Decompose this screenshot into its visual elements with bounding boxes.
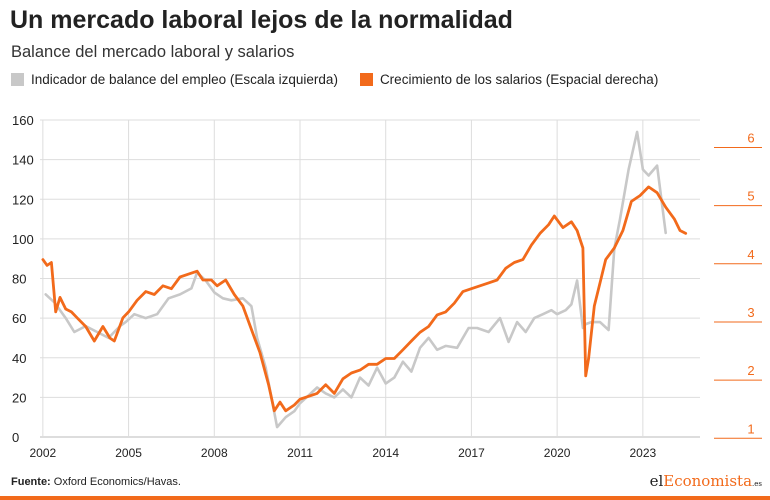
y-right-tick-label: 5 bbox=[747, 189, 754, 204]
logo-text-el: el bbox=[649, 472, 664, 490]
y-right-tick-label: 1 bbox=[747, 421, 754, 436]
legend-label-employment: Indicador de balance del empleo (Escala … bbox=[31, 72, 338, 87]
y-right-tick-label: 6 bbox=[747, 130, 754, 145]
y-left-tick-label: 160 bbox=[12, 113, 34, 128]
legend-swatch-orange bbox=[359, 73, 373, 86]
source-text: Oxford Economics/Havas. bbox=[50, 476, 181, 488]
y-left-tick-label: 120 bbox=[12, 192, 34, 207]
chart-subtitle: Balance del mercado laboral y salarios bbox=[11, 43, 295, 61]
series-line-employment bbox=[44, 130, 668, 429]
source-note: Fuente: Oxford Economics/Havas. bbox=[11, 476, 181, 488]
y-left-tick-label: 40 bbox=[12, 351, 26, 366]
series-lines bbox=[41, 130, 688, 429]
legend-swatch-gray bbox=[11, 73, 24, 86]
y-left-tick-label: 80 bbox=[12, 272, 26, 287]
chart-title: Un mercado laboral lejos de la normalida… bbox=[10, 6, 513, 34]
y-left-tick-label: 0 bbox=[12, 430, 19, 445]
x-tick-label: 2020 bbox=[544, 446, 571, 460]
y-right-tick-label: 3 bbox=[747, 305, 754, 320]
y-left-tick-label: 100 bbox=[12, 232, 34, 247]
legend-item-wages: Crecimiento de los salarios (Espacial de… bbox=[359, 72, 659, 87]
legend-item-employment: Indicador de balance del empleo (Escala … bbox=[11, 72, 338, 87]
x-tick-label: 2017 bbox=[458, 446, 485, 460]
legend: Indicador de balance del empleo (Escala … bbox=[11, 72, 680, 87]
y-left-tick-label: 60 bbox=[12, 311, 26, 326]
logo-text-economista: Economista bbox=[663, 472, 753, 490]
series-line-wages bbox=[41, 185, 688, 413]
bottom-accent-bar bbox=[0, 496, 770, 500]
logo-text-tld: .es bbox=[752, 480, 762, 488]
y-left-tick-label: 20 bbox=[12, 390, 26, 405]
x-tick-label: 2014 bbox=[372, 446, 399, 460]
x-tick-label: 2005 bbox=[115, 446, 142, 460]
source-prefix: Fuente: bbox=[11, 476, 51, 488]
y-right-tick-label: 4 bbox=[747, 247, 754, 262]
publisher-logo: elEconomista.es bbox=[650, 472, 762, 490]
y-left-tick-label: 140 bbox=[12, 153, 34, 168]
x-tick-label: 2023 bbox=[630, 446, 657, 460]
legend-label-wages: Crecimiento de los salarios (Espacial de… bbox=[379, 72, 659, 87]
y-right-tick-label: 2 bbox=[747, 363, 754, 378]
grid-lines bbox=[40, 119, 700, 438]
x-tick-label: 2008 bbox=[201, 446, 228, 460]
x-tick-label: 2002 bbox=[30, 446, 57, 460]
axis-labels: 0 20 40 60 80 100 120 140 160 2002 2005 2008 2011 201… bbox=[12, 113, 762, 460]
x-tick-label: 2011 bbox=[287, 446, 313, 460]
